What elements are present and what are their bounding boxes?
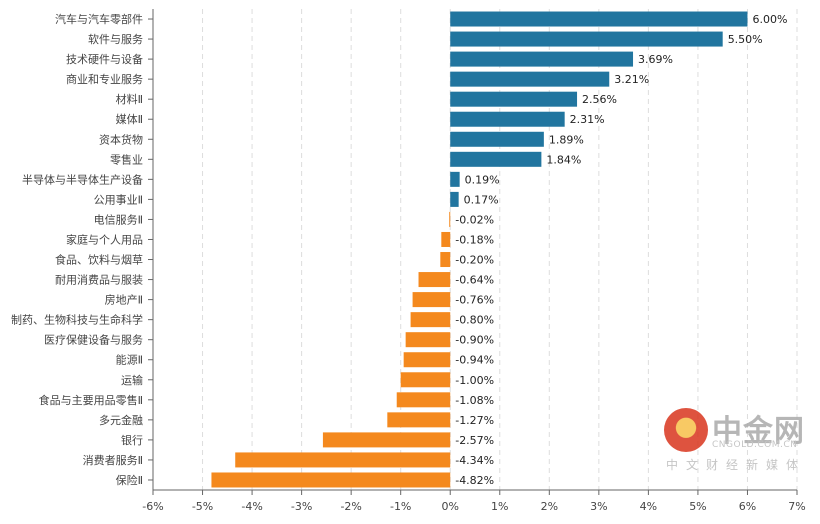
data-label: 1.84% <box>546 153 581 166</box>
data-label: -1.27% <box>455 414 494 427</box>
data-label: -2.57% <box>455 434 494 447</box>
x-tick-label: 7% <box>788 500 805 513</box>
bar <box>450 151 542 167</box>
cngold-logo-icon <box>664 408 708 452</box>
category-label: 耐用消费品与服装 <box>55 273 143 287</box>
data-label: -0.20% <box>455 254 494 267</box>
bar <box>403 352 451 368</box>
category-label: 多元金融 <box>99 413 143 427</box>
bar <box>418 272 451 288</box>
data-label: 0.17% <box>464 193 499 206</box>
category-label: 零售业 <box>110 152 143 166</box>
category-label: 半导体与半导体生产设备 <box>22 172 143 186</box>
bar <box>396 392 451 408</box>
bar <box>450 111 565 127</box>
x-tick-label: 0% <box>442 500 459 513</box>
category-label: 制药、生物科技与生命科学 <box>11 313 143 327</box>
bar <box>400 372 451 388</box>
bar <box>410 312 451 328</box>
bar <box>450 171 460 187</box>
x-tick-label: -4% <box>241 500 262 513</box>
bar <box>450 31 723 47</box>
bar <box>450 51 634 67</box>
x-tick-label: 6% <box>739 500 756 513</box>
bar <box>450 191 459 207</box>
x-tick-label: 1% <box>491 500 508 513</box>
bar <box>450 91 578 107</box>
x-tick-label: -2% <box>340 500 361 513</box>
x-tick-label: -6% <box>142 500 163 513</box>
bar <box>449 211 451 227</box>
bar <box>440 252 451 268</box>
category-label: 技术硬件与设备 <box>66 52 143 66</box>
bar <box>322 432 451 448</box>
data-label: -0.94% <box>455 354 494 367</box>
bar <box>450 11 748 27</box>
data-label: -0.02% <box>455 213 494 226</box>
watermark-url: CNGOLD.COM.CN <box>712 440 798 450</box>
category-label: 银行 <box>121 433 143 447</box>
category-label: 媒体Ⅱ <box>116 112 143 126</box>
x-tick-label: -5% <box>192 500 213 513</box>
category-label: 食品与主要用品零售Ⅱ <box>39 393 143 407</box>
bar <box>412 292 451 308</box>
bar <box>450 131 544 147</box>
category-label: 能源Ⅱ <box>116 353 143 367</box>
x-tick-label: 4% <box>640 500 657 513</box>
data-label: -0.90% <box>455 334 494 347</box>
data-label: -0.76% <box>455 294 494 307</box>
data-label: 2.31% <box>570 113 605 126</box>
bar <box>235 452 451 468</box>
data-label: -0.80% <box>455 314 494 327</box>
data-label: 2.56% <box>582 93 617 106</box>
category-label: 电信服务Ⅱ <box>94 213 143 226</box>
bar <box>450 71 610 87</box>
category-label: 消费者服务Ⅱ <box>83 453 143 467</box>
data-label: -4.82% <box>455 474 494 487</box>
data-label: 6.00% <box>752 13 787 26</box>
x-tick-label: -3% <box>291 500 312 513</box>
category-label: 家庭与个人用品 <box>66 232 143 246</box>
category-label: 食品、饮料与烟草 <box>55 253 143 267</box>
data-label: -1.08% <box>455 394 494 407</box>
category-label: 医疗保健设备与服务 <box>44 333 143 347</box>
data-label: 3.21% <box>614 73 649 86</box>
category-label: 公用事业Ⅱ <box>94 193 143 206</box>
category-label: 资本货物 <box>99 132 143 146</box>
x-tick-label: 5% <box>689 500 706 513</box>
category-label: 保险Ⅱ <box>116 473 143 487</box>
x-tick-label: -1% <box>390 500 411 513</box>
watermark: 中金网 CNGOLD.COM.CN 中文财经新媒体 <box>662 404 820 478</box>
x-tick-label: 2% <box>541 500 558 513</box>
data-label: -1.00% <box>455 374 494 387</box>
data-label: 1.89% <box>549 133 584 146</box>
data-label: 0.19% <box>465 173 500 186</box>
data-label: -4.34% <box>455 454 494 467</box>
data-label: -0.64% <box>455 274 494 287</box>
category-label: 汽车与汽车零部件 <box>55 12 143 26</box>
bar <box>211 472 451 488</box>
category-label: 房地产Ⅱ <box>105 293 143 307</box>
data-label: 3.69% <box>638 53 673 66</box>
bar <box>387 412 451 428</box>
category-label: 运输 <box>121 373 143 387</box>
category-label: 软件与服务 <box>88 32 143 46</box>
data-label: -0.18% <box>455 233 494 246</box>
category-label: 商业和专业服务 <box>66 72 143 86</box>
data-label: 5.50% <box>728 33 763 46</box>
watermark-brand: 中金网 <box>712 414 805 449</box>
category-label: 材料Ⅱ <box>116 92 143 106</box>
watermark-slogan: 中文财经新媒体 <box>666 458 807 472</box>
bar <box>405 332 451 348</box>
bar <box>441 231 451 247</box>
x-tick-label: 3% <box>590 500 607 513</box>
